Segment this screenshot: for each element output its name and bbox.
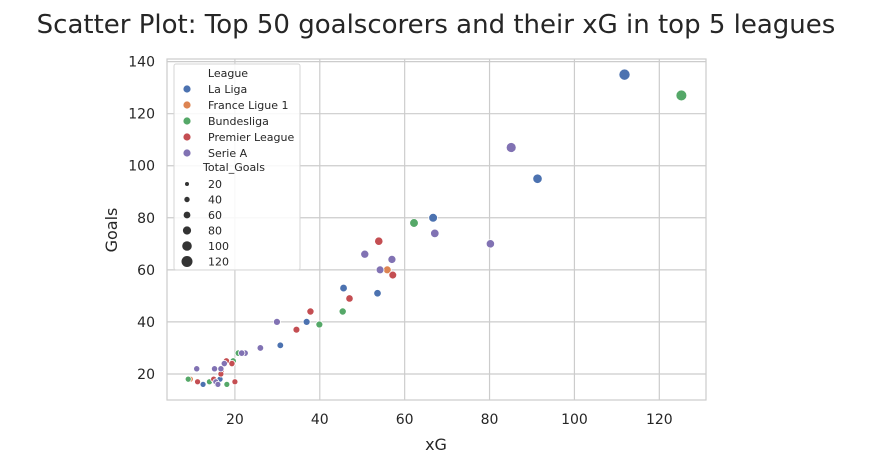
legend-marker: [183, 101, 191, 109]
legend-marker: [183, 133, 191, 141]
legend-item-label: Premier League: [208, 131, 294, 144]
data-point: [211, 365, 219, 373]
legend-size-label: 20: [208, 178, 222, 191]
data-point: [485, 239, 495, 249]
data-point: [223, 380, 231, 388]
data-point: [532, 173, 543, 184]
x-tick-label: 80: [481, 412, 499, 428]
x-tick-label: 60: [396, 412, 414, 428]
data-point: [238, 349, 246, 357]
legend-size-marker: [182, 226, 192, 235]
data-point: [220, 359, 228, 368]
legend-item-label: Serie A: [208, 147, 248, 160]
x-tick-label: 20: [226, 412, 244, 428]
y-axis-ticks: 20 40 60 80 100 120 140: [128, 55, 155, 383]
data-point: [194, 378, 201, 386]
legend-item-label: Bundesliga: [208, 115, 269, 128]
legend-hue-title: League: [208, 67, 248, 80]
data-point: [228, 359, 236, 368]
data-point: [315, 320, 324, 329]
y-tick-label: 120: [128, 107, 155, 123]
data-point: [231, 378, 239, 386]
data-point: [409, 218, 419, 228]
legend-marker: [183, 85, 191, 93]
data-point: [339, 283, 348, 293]
y-tick-label: 60: [137, 263, 155, 279]
y-tick-label: 20: [137, 367, 155, 383]
legend: League La Liga France Ligue 1 Bundesliga Pr…: [173, 63, 301, 271]
data-point: [256, 344, 265, 352]
data-point: [375, 265, 385, 275]
legend-size-label: 60: [208, 209, 222, 222]
legend-size-marker: [184, 196, 190, 203]
y-axis-label: Goals: [102, 208, 121, 253]
x-tick-label: 40: [311, 412, 329, 428]
data-point: [428, 212, 438, 223]
data-point: [193, 365, 201, 373]
data-point: [217, 365, 225, 373]
data-point: [430, 228, 440, 239]
legend-size-marker: [182, 241, 192, 251]
data-point: [345, 294, 354, 303]
data-point: [387, 254, 397, 264]
data-point: [276, 341, 285, 350]
data-point: [272, 317, 281, 326]
legend-size-label: 40: [208, 194, 222, 207]
x-tick-label: 120: [646, 412, 673, 428]
legend-size-label: 120: [208, 256, 229, 269]
legend-marker: [183, 149, 191, 157]
legend-size-marker: [183, 211, 191, 219]
legend-size-marker: [185, 182, 189, 186]
legend-item-label: France Ligue 1: [208, 99, 288, 112]
data-point: [214, 380, 222, 388]
data-point: [306, 307, 315, 316]
y-tick-label: 80: [137, 211, 155, 227]
legend-item-label: La Liga: [208, 83, 247, 96]
data-point: [292, 325, 301, 334]
data-point: [505, 142, 517, 153]
data-point: [338, 307, 347, 316]
x-axis-label: xG: [425, 435, 447, 454]
data-point: [675, 89, 688, 102]
data-point: [360, 249, 370, 259]
data-point: [199, 380, 207, 388]
legend-marker: [183, 117, 191, 125]
data-point: [302, 317, 311, 326]
x-axis-ticks: 20 40 60 80 100 120: [226, 412, 673, 428]
chart-title: Scatter Plot: Top 50 goalscorers and the…: [37, 10, 836, 40]
data-point: [374, 236, 384, 246]
legend-size-label: 100: [208, 240, 229, 253]
data-point: [184, 375, 192, 383]
legend-size-title: Total_Goals: [202, 161, 265, 174]
data-point: [618, 68, 631, 81]
y-tick-label: 100: [128, 159, 155, 175]
y-tick-label: 40: [137, 315, 155, 331]
y-tick-label: 140: [128, 55, 155, 71]
data-points: [184, 68, 688, 388]
data-point: [388, 270, 398, 280]
legend-size-label: 80: [208, 225, 222, 238]
legend-size-marker: [181, 256, 193, 267]
legend-frame: [173, 63, 301, 271]
data-point: [373, 289, 382, 298]
x-tick-label: 100: [561, 412, 588, 428]
